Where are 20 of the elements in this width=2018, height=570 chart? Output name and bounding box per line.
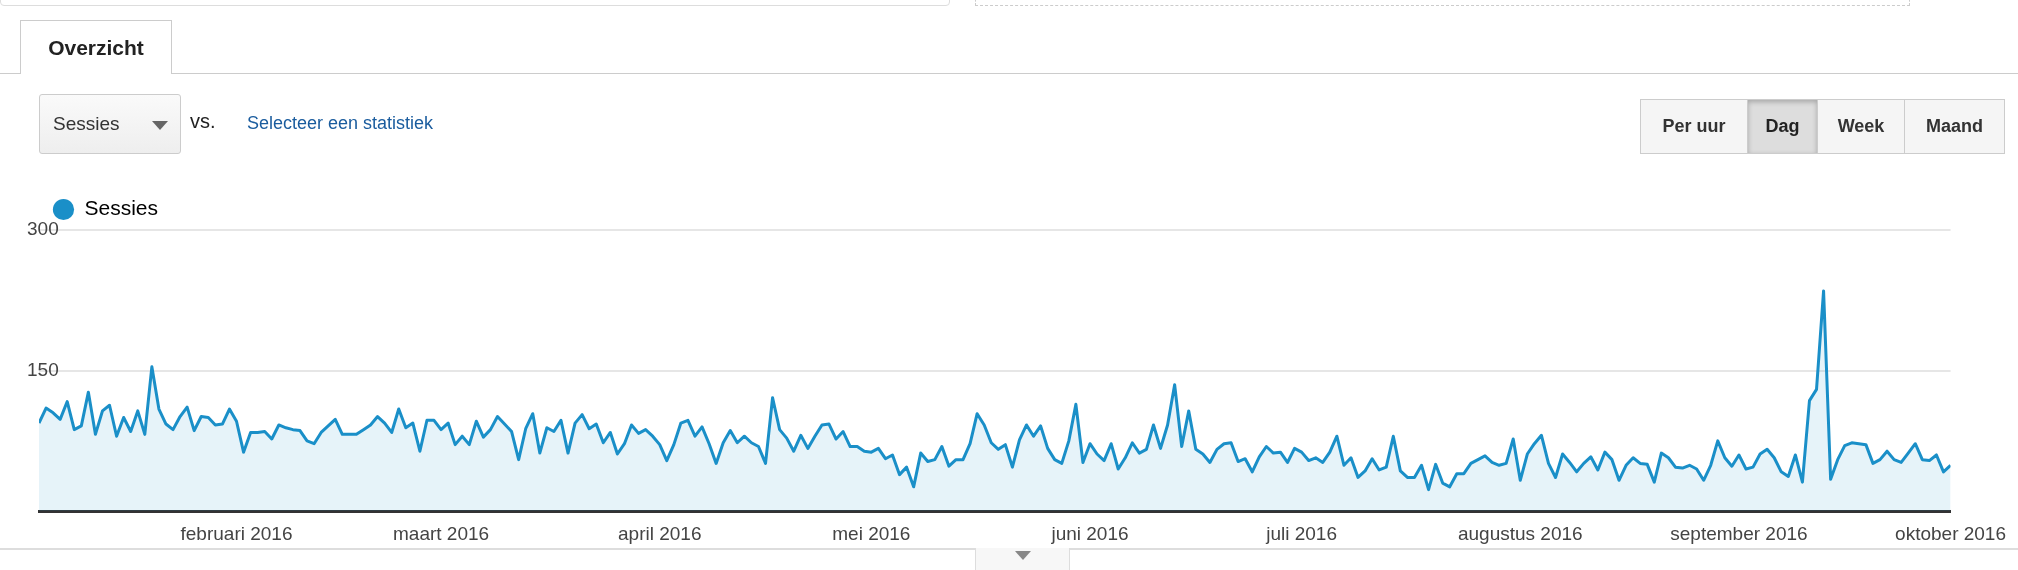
x-tick-label: februari 2016 <box>180 522 293 544</box>
text: vs. <box>190 110 216 133</box>
x-tick-label: juni 2016 <box>1050 522 1129 544</box>
text: Maand <box>1904 99 2005 154</box>
text: Per uur <box>1640 99 1748 154</box>
text: Sessies <box>39 94 181 154</box>
x-tick-label: maart 2016 <box>393 522 490 544</box>
text: Selecteer een statistiek <box>247 113 434 134</box>
x-tick-label: mei 2016 <box>832 522 911 544</box>
x-tick-label: april 2016 <box>617 522 702 544</box>
legend-label: Sessies <box>84 196 159 220</box>
x-tick-label: juli 2016 <box>1265 522 1337 544</box>
text: Overzicht <box>20 20 172 74</box>
y-tick-label: 150 <box>27 358 59 380</box>
x-tick-label: augustus 2016 <box>1457 522 1583 544</box>
x-tick-label: september 2016 <box>1670 522 1808 544</box>
y-tick-label: 300 <box>27 218 59 240</box>
text: Dag <box>1747 99 1818 154</box>
x-tick-label: oktober 2016 <box>1895 522 2006 544</box>
text: Week <box>1817 99 1905 154</box>
